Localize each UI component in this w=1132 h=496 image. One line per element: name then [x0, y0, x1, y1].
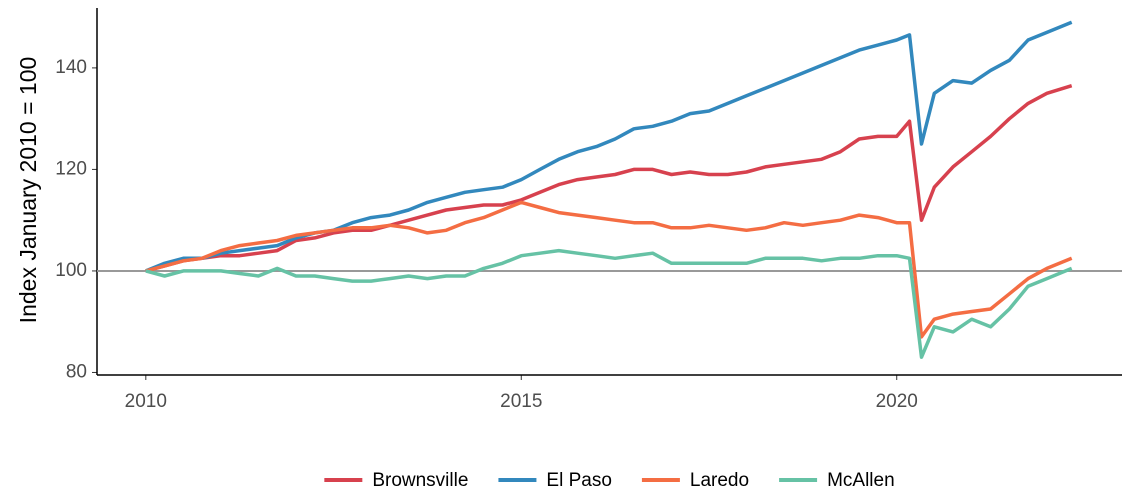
- y-axis-label: Index January 2010 = 100: [15, 57, 41, 324]
- y-tick-label: 80: [66, 361, 87, 382]
- x-tick-label: 2020: [876, 391, 918, 412]
- y-tick-label: 100: [55, 260, 87, 281]
- x-tick-label: 2015: [500, 391, 542, 412]
- series-line: [145, 84, 1073, 273]
- legend-label: Laredo: [690, 470, 749, 491]
- legend-label: Brownsville: [372, 470, 468, 491]
- y-tick-label: 120: [55, 158, 87, 179]
- x-tick-label: 2010: [125, 391, 167, 412]
- series-line: [145, 248, 1073, 359]
- legend-label: McAllen: [827, 470, 895, 491]
- legend-label: El Paso: [546, 470, 611, 491]
- series-line: [145, 200, 1073, 339]
- y-tick-label: 140: [55, 57, 87, 78]
- series-line: [145, 20, 1073, 273]
